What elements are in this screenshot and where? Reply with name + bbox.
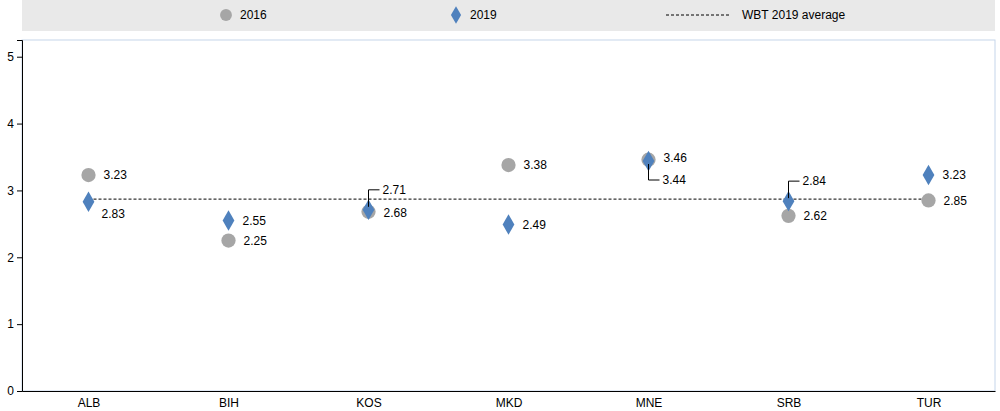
data-label: 2.68 xyxy=(384,206,408,220)
y-tick: 0 xyxy=(7,384,22,398)
x-tick-label: MNE xyxy=(636,396,663,410)
legend-marker xyxy=(220,9,232,21)
legend-label: 2016 xyxy=(240,8,267,22)
y-tick-label: 2 xyxy=(7,251,14,265)
x-tick-label: BIH xyxy=(219,396,239,410)
x-axis-line xyxy=(23,391,996,392)
y-tick-mark xyxy=(17,257,22,258)
y-tick-mark xyxy=(17,57,22,58)
x-tick-label: KOS xyxy=(356,396,381,410)
plot-frame xyxy=(22,40,995,391)
data-labels: 3.23 2.25 2.68 3.38 3.46 2.62 2.85 2.83 2.55 2.71… xyxy=(102,151,968,248)
point xyxy=(81,168,95,182)
data-label: 2.71 xyxy=(383,183,407,197)
x-tick: MNE xyxy=(636,396,663,410)
x-tick-label: TUR xyxy=(917,396,942,410)
point xyxy=(503,214,515,234)
y-tick: 2 xyxy=(7,251,22,265)
leader-line xyxy=(369,190,380,207)
data-label: 3.38 xyxy=(524,158,548,172)
marks xyxy=(81,151,935,248)
data-label: 3.46 xyxy=(664,151,688,165)
data-label: 3.44 xyxy=(663,173,687,187)
point xyxy=(83,192,95,212)
legend-label: 2019 xyxy=(470,8,497,22)
reference-line xyxy=(89,199,929,200)
point xyxy=(921,193,935,207)
y-tick: 1 xyxy=(7,317,22,331)
data-label: 2.55 xyxy=(243,214,267,228)
y-tick-mark xyxy=(17,124,22,125)
series-0 xyxy=(81,153,935,248)
point xyxy=(923,165,935,185)
x-tick-label: ALB xyxy=(78,396,101,410)
point xyxy=(501,158,515,172)
y-tick: 5 xyxy=(7,50,22,64)
y-tick-mark xyxy=(17,324,22,325)
x-tick-label: SRB xyxy=(777,396,802,410)
y-tick-label: 0 xyxy=(7,384,14,398)
x-tick: TUR xyxy=(917,396,942,410)
y-tick: 3 xyxy=(7,184,22,198)
y-tick-label: 5 xyxy=(7,50,14,64)
y-tick-mark xyxy=(17,190,22,191)
data-label: 2.49 xyxy=(523,218,547,232)
data-label: 2.62 xyxy=(804,209,828,223)
y-tick: 4 xyxy=(7,117,22,131)
x-tick: KOS xyxy=(356,396,381,410)
data-label: 2.84 xyxy=(803,174,827,188)
data-label: 3.23 xyxy=(943,168,967,182)
legend-line xyxy=(666,15,731,16)
y-tick-mark xyxy=(17,391,22,392)
point xyxy=(221,233,235,247)
leader-line xyxy=(649,164,660,180)
y-tick-label: 4 xyxy=(7,117,14,131)
point xyxy=(223,210,235,230)
y-tick-label: 1 xyxy=(7,317,14,331)
y-axis-line xyxy=(17,41,23,392)
legend-marker xyxy=(451,6,461,24)
x-tick: BIH xyxy=(219,396,239,410)
y-tick-label: 3 xyxy=(7,184,14,198)
legend-label: WBT 2019 average xyxy=(742,8,845,22)
data-label: 2.85 xyxy=(944,194,968,208)
series-1 xyxy=(83,151,935,235)
y-axis: 0 1 2 3 4 5 xyxy=(7,41,22,399)
legend-background xyxy=(22,0,995,31)
x-tick: ALB xyxy=(78,396,101,410)
data-label: 2.25 xyxy=(244,234,268,248)
leader-line xyxy=(789,181,800,198)
data-label: 2.83 xyxy=(102,207,126,221)
x-tick: SRB xyxy=(777,396,802,410)
data-label: 3.23 xyxy=(104,168,128,182)
x-axis: ALB BIH KOS MKD MNE SRB TUR xyxy=(23,392,996,410)
chart: 2016 2019 WBT 2019 average 0 1 2 3 4 5 ALB BIH KOS M… xyxy=(0,0,1000,411)
x-tick-label: MKD xyxy=(496,396,523,410)
legend: 2016 2019 WBT 2019 average xyxy=(22,0,995,31)
x-tick: MKD xyxy=(496,396,523,410)
